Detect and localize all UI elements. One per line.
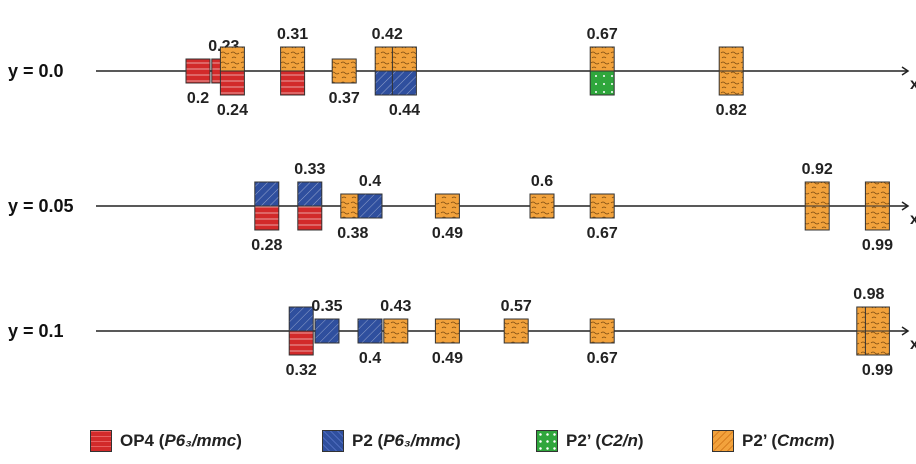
axis-arrow	[901, 201, 910, 211]
legend-label: P2	[352, 431, 373, 450]
phase-box-p2o	[804, 205, 830, 231]
p2prime-c2n-swatch	[536, 430, 558, 452]
op4-swatch	[90, 430, 112, 452]
phase-box-p2o	[589, 46, 615, 72]
value-label: 0.35	[311, 298, 342, 315]
legend-spacegroup: C2/n	[600, 431, 638, 450]
phase-box-p2g	[589, 70, 615, 96]
value-label: 0.42	[372, 26, 403, 43]
phase-box-p2	[357, 318, 383, 344]
phase-box-p2o	[529, 193, 555, 219]
phase-box-p2o	[864, 181, 890, 207]
value-label: 0.38	[337, 225, 368, 242]
value-label: 0.28	[251, 237, 282, 254]
legend-spacegroup: P6₃/mmc	[383, 431, 455, 450]
value-label: 0.67	[587, 225, 618, 242]
p2prime-cmcm-swatch	[712, 430, 734, 452]
value-label: 0.32	[286, 362, 317, 379]
row-label: y = 0.05	[8, 196, 74, 216]
phase-box-p2	[314, 318, 340, 344]
value-label: 0.4	[359, 173, 381, 190]
value-label: 0.49	[432, 225, 463, 242]
row-label: y = 0.0	[8, 61, 64, 81]
legend-label: P2’	[566, 431, 591, 450]
phase-box-p2o	[434, 193, 460, 219]
phase-box-p2o	[864, 330, 890, 356]
phase-box-op4	[254, 205, 280, 231]
row-label: y = 0.1	[8, 321, 64, 341]
phase-box-p2	[357, 193, 383, 219]
p2-swatch	[322, 430, 344, 452]
value-label: 0.67	[587, 26, 618, 43]
value-label: 0.4	[359, 350, 381, 367]
value-label: 0.99	[862, 362, 893, 379]
phase-box-p2o	[503, 318, 529, 344]
value-label: 0.57	[501, 298, 532, 315]
value-label: 0.2	[187, 90, 209, 107]
phase-box-p2o	[718, 70, 744, 96]
value-label: 0.44	[389, 102, 420, 119]
phase-box-p2o	[331, 58, 357, 84]
axis-end-label: x	[910, 211, 916, 228]
legend-item-op4: OP4 (P6₃/mmc)	[90, 430, 242, 452]
legend-item-p2prime-cmcm: P2’ (Cmcm)	[712, 430, 835, 452]
phase-box-p2	[391, 70, 417, 96]
row-0: y = 0.0x0.20.230.240.310.370.420.440.670…	[8, 26, 916, 119]
phase-box-p2o	[864, 205, 890, 231]
value-label: 0.33	[294, 161, 325, 178]
legend-spacegroup: Cmcm	[776, 431, 829, 450]
phase-box-op4	[185, 58, 211, 84]
phase-box-op4	[219, 70, 245, 96]
legend-item-p2: P2 (P6₃/mmc)	[322, 430, 461, 452]
phase-box-p2	[297, 181, 323, 207]
value-label: 0.67	[587, 350, 618, 367]
value-label: 0.6	[531, 173, 553, 190]
value-label: 0.98	[853, 286, 884, 303]
value-label: 0.49	[432, 350, 463, 367]
row-1: y = 0.05 x 0.28 0.33 0.38 0.4 0.49 0.6 0.67 0.92 0…	[8, 161, 916, 254]
phase-box-p2o	[383, 318, 409, 344]
axis-end-label: x	[910, 76, 916, 93]
value-label: 0.99	[862, 237, 893, 254]
value-label: 0.37	[329, 90, 360, 107]
value-label: 0.43	[380, 298, 411, 315]
axis-arrow	[901, 66, 910, 76]
legend-label: OP4	[120, 431, 155, 450]
value-label: 0.31	[277, 26, 308, 43]
phase-box-op4	[297, 205, 323, 231]
phase-box-p2o	[589, 318, 615, 344]
phase-box-op4	[288, 330, 314, 356]
phase-box-p2o	[434, 318, 460, 344]
value-label: 0.92	[802, 161, 833, 178]
phase-box-p2o	[219, 46, 245, 72]
legend: OP4 (P6₃/mmc) P2 (P6₃/mmc) P2’ (C2/n) P2…	[0, 424, 916, 460]
phase-box-p2o	[391, 46, 417, 72]
phase-box-p2	[288, 306, 314, 332]
phase-box-p2o	[589, 193, 615, 219]
legend-label: P2’	[742, 431, 767, 450]
phase-box-p2o	[718, 46, 744, 72]
value-label: 0.24	[217, 102, 248, 119]
axis-end-label: x	[910, 336, 916, 353]
phase-box-p2o	[804, 181, 830, 207]
axis-arrow	[901, 326, 910, 336]
legend-item-p2prime-c2n: P2’ (C2/n)	[536, 430, 644, 452]
row-2: y = 0.1 x 0.32 0.35 0.4 0.43 0.49 0.57 0.67 0.98 0…	[8, 286, 916, 379]
phase-box-p2	[254, 181, 280, 207]
legend-spacegroup: P6₃/mmc	[164, 431, 237, 450]
phase-box-p2o	[280, 46, 306, 72]
phase-box-p2o	[864, 306, 890, 332]
phase-box-op4	[280, 70, 306, 96]
value-label: 0.82	[716, 102, 747, 119]
